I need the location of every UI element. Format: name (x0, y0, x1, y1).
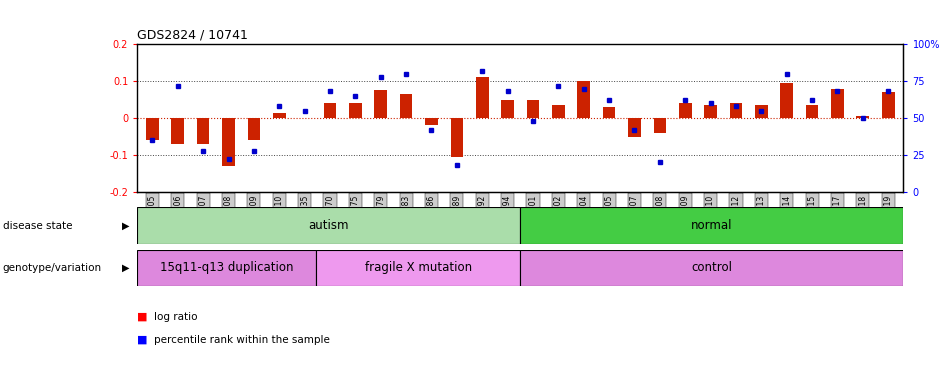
Bar (222, 118, 235, 166)
Bar (450, 118, 464, 157)
Bar (882, 92, 895, 118)
Text: GDS2824 / 10741: GDS2824 / 10741 (137, 28, 248, 41)
Bar (137, 207, 520, 244)
Bar (349, 103, 361, 118)
Bar (628, 118, 640, 137)
Bar (400, 94, 412, 118)
Text: percentile rank within the sample: percentile rank within the sample (154, 335, 330, 345)
Bar (603, 107, 616, 118)
Text: ■: ■ (137, 312, 148, 322)
Bar (324, 103, 337, 118)
Text: fragile X mutation: fragile X mutation (364, 262, 472, 274)
Bar (137, 250, 316, 286)
Bar (520, 207, 903, 244)
Bar (806, 105, 818, 118)
Bar (780, 83, 793, 118)
Bar (832, 89, 844, 118)
Text: log ratio: log ratio (154, 312, 198, 322)
Bar (146, 118, 159, 140)
Bar (654, 118, 666, 133)
Text: normal: normal (692, 219, 732, 232)
Bar (552, 105, 565, 118)
Bar (501, 99, 514, 118)
Bar (856, 116, 869, 118)
Text: genotype/variation: genotype/variation (3, 263, 102, 273)
Bar (316, 250, 520, 286)
Text: ▶: ▶ (122, 263, 130, 273)
Bar (171, 118, 184, 144)
Bar (577, 81, 590, 118)
Bar (375, 90, 387, 118)
Bar (704, 105, 717, 118)
Text: ▶: ▶ (122, 220, 130, 231)
Bar (197, 118, 209, 144)
Text: 15q11-q13 duplication: 15q11-q13 duplication (160, 262, 293, 274)
Text: ■: ■ (137, 335, 148, 345)
Bar (425, 118, 438, 126)
Bar (755, 105, 768, 118)
Bar (476, 78, 488, 118)
Bar (729, 103, 743, 118)
Bar (272, 113, 286, 118)
Bar (679, 103, 692, 118)
Text: disease state: disease state (3, 220, 72, 231)
Bar (527, 99, 539, 118)
Bar (248, 118, 260, 140)
Text: control: control (692, 262, 732, 274)
Bar (520, 250, 903, 286)
Text: autism: autism (308, 219, 349, 232)
